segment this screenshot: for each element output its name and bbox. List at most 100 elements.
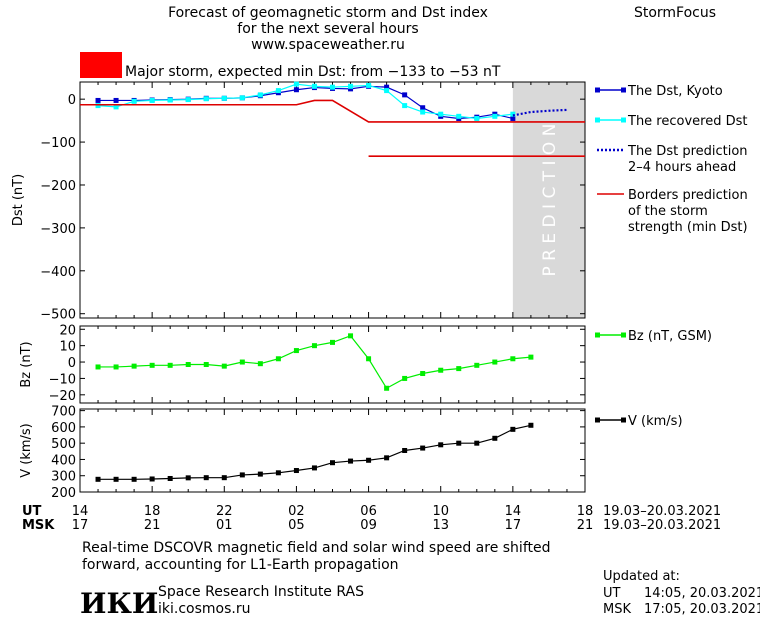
msk-tick-label: 01	[216, 518, 233, 533]
data-point	[113, 97, 119, 103]
data-point	[275, 356, 281, 362]
legend-label: 2–4 hours ahead	[628, 160, 736, 175]
legend-marker	[621, 332, 626, 338]
data-point	[330, 84, 335, 90]
data-point	[113, 364, 119, 370]
data-point	[366, 82, 372, 88]
ut-tick-label: 18	[577, 504, 594, 519]
msk-tick-label: 17	[505, 518, 522, 533]
institute-name: Space Research Institute RAS	[158, 584, 364, 600]
ut-tick-label: 14	[72, 504, 89, 519]
msk-tick-label: 21	[577, 518, 594, 533]
msk-tick-label: 05	[288, 518, 305, 533]
data-point	[311, 83, 317, 89]
y-tick-label: 20	[59, 323, 76, 338]
y-tick-label: −300	[40, 222, 76, 237]
data-point	[384, 88, 390, 94]
data-point	[275, 470, 281, 476]
y-tick-label: −200	[40, 179, 76, 194]
msk-axis-label: MSK	[22, 518, 55, 533]
panel-2: 20 100−10 −20 Bz (nT) Bz (nT, GSM)	[19, 323, 712, 404]
data-point	[456, 440, 462, 446]
data-point	[474, 362, 480, 368]
date-range-ut: 19.03–20.03.2021	[603, 504, 721, 519]
y-tick-label: 200	[51, 486, 76, 501]
data-point	[221, 363, 227, 369]
y-tick-label: 700	[51, 405, 76, 420]
y-tick-label: −20	[49, 389, 76, 404]
data-point	[221, 95, 227, 101]
data-point	[384, 84, 390, 90]
legend-marker	[621, 87, 626, 93]
data-point	[293, 81, 299, 87]
updated-msk-value: 17:05, 20.03.2021	[644, 602, 760, 617]
series-the-dst-prediction	[512, 108, 568, 117]
prediction-label: P R E D I C T I O N	[540, 124, 560, 277]
legend-marker	[595, 117, 600, 123]
ut-tick-label: 10	[432, 504, 449, 519]
y-tick-label: −10	[49, 372, 76, 387]
footer-note-line-1: Real-time DSCOVR magnetic field and sola…	[82, 540, 551, 556]
border-line	[80, 99, 585, 123]
legend-marker	[621, 417, 626, 423]
data-point	[185, 475, 191, 481]
data-point	[293, 348, 299, 354]
data-point	[492, 359, 498, 365]
data-point	[239, 472, 245, 478]
data-point	[366, 457, 372, 463]
data-point	[293, 87, 299, 93]
data-point	[167, 362, 173, 368]
data-point	[528, 422, 534, 428]
msk-tick-label: 21	[144, 518, 161, 533]
y-axis-label: V (km/s)	[19, 423, 34, 478]
y-axis-label: Bz (nT)	[19, 341, 34, 387]
data-point	[456, 113, 462, 119]
data-point	[113, 104, 119, 110]
ut-tick-label: 22	[216, 504, 233, 519]
ut-axis-label: UT	[22, 504, 42, 519]
data-point	[348, 86, 354, 92]
date-range-msk: 19.03–20.03.2021	[603, 518, 721, 533]
brand-title: StormFocus	[634, 5, 716, 21]
data-point	[438, 367, 444, 373]
ut-tick-label: 06	[360, 504, 377, 519]
data-point	[402, 103, 408, 109]
data-point	[348, 333, 354, 339]
data-point	[203, 475, 209, 481]
data-point	[420, 371, 426, 377]
legend-label: V (km/s)	[628, 414, 683, 429]
data-point	[185, 97, 191, 103]
series-v-km-s-	[95, 422, 534, 482]
y-tick-label: 10	[59, 340, 76, 355]
data-point	[402, 375, 408, 381]
data-point	[438, 442, 444, 448]
y-tick-label: −400	[40, 265, 76, 280]
data-point	[95, 364, 101, 370]
data-point	[311, 465, 317, 471]
series-line	[97, 83, 513, 120]
data-point	[311, 343, 317, 349]
y-tick-label: 0	[68, 356, 76, 371]
data-point	[510, 111, 516, 117]
data-point	[510, 356, 516, 362]
y-tick-label: 400	[51, 453, 76, 468]
ut-tick-label: 18	[144, 504, 161, 519]
data-point	[149, 476, 155, 482]
data-point	[330, 460, 335, 466]
legend-label: strength (min Dst)	[628, 220, 748, 235]
chart-panels: P R E D I C T I O N0−100−200−300−400−500…	[11, 81, 748, 501]
y-tick-label: 600	[51, 421, 76, 436]
data-point	[149, 362, 155, 368]
data-point	[402, 92, 408, 98]
data-point	[492, 113, 498, 119]
msk-tick-label: 09	[360, 518, 377, 533]
institute-site: iki.cosmos.ru	[158, 601, 250, 617]
data-point	[384, 385, 390, 391]
data-point	[203, 96, 209, 102]
data-point	[438, 111, 444, 117]
data-point	[239, 359, 245, 365]
y-tick-label: 0	[68, 93, 76, 108]
data-point	[492, 435, 498, 441]
footer-note-line-2: forward, accounting for L1-Earth propaga…	[82, 557, 399, 573]
data-point	[239, 95, 245, 101]
